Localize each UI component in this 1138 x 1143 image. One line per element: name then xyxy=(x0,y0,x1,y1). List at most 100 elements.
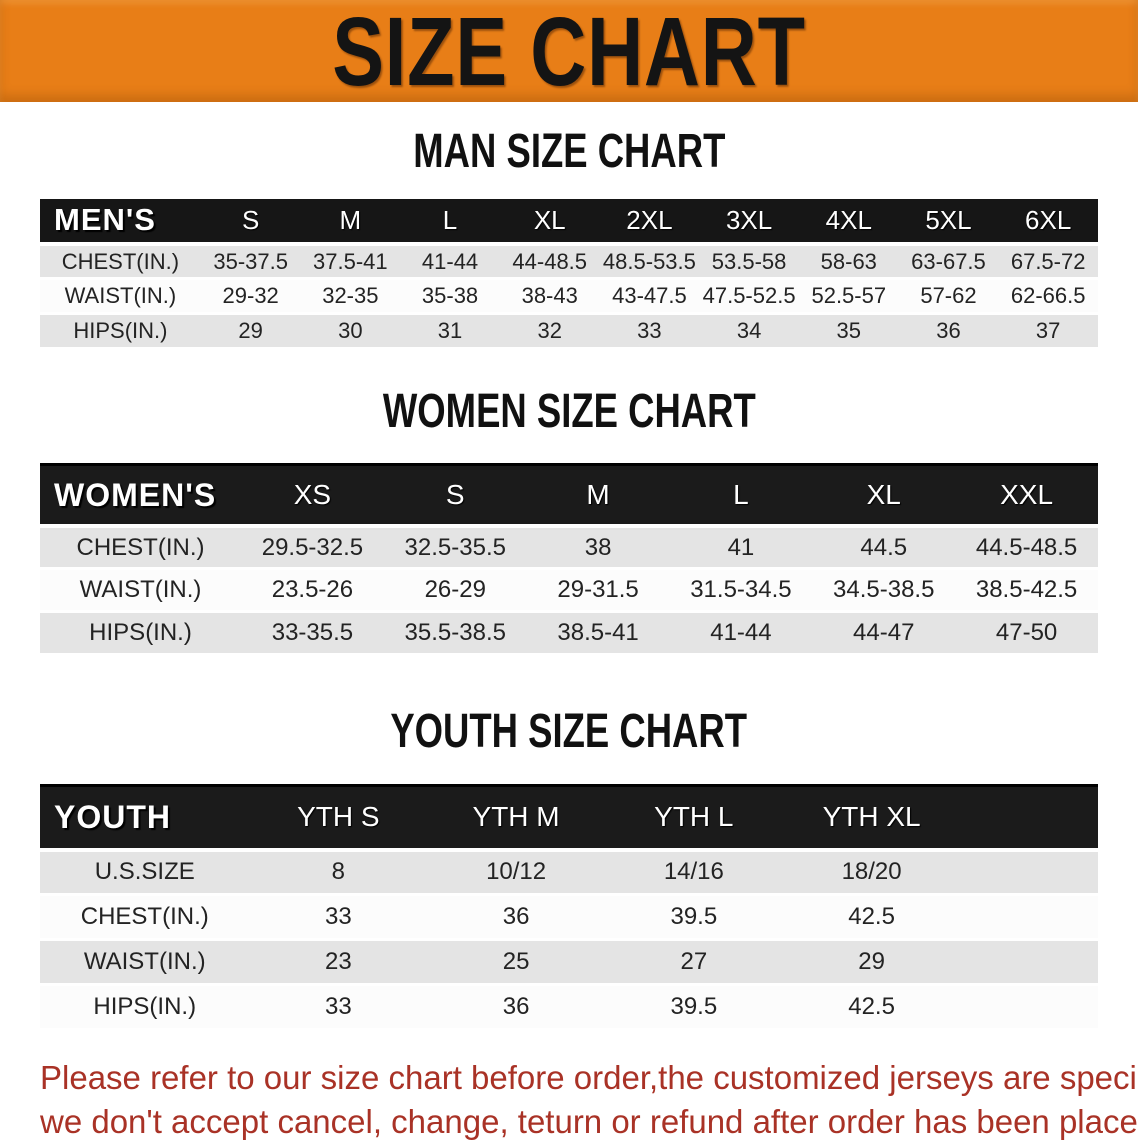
table-row: HIPS(IN.) 29 30 31 32 33 34 35 36 37 xyxy=(40,313,1098,349)
table-header-row: YOUTH YTH S YTH M YTH L YTH XL xyxy=(40,785,1098,850)
table-header-row: MEN'S S M L XL 2XL 3XL 4XL 5XL 6XL xyxy=(40,198,1098,244)
size-value-cell: 35.5-38.5 xyxy=(383,611,527,655)
size-column-header: YTH S xyxy=(249,785,428,850)
size-value-cell: 34 xyxy=(699,313,799,349)
size-column-header: XS xyxy=(241,464,384,526)
size-value-cell: 47.5-52.5 xyxy=(699,278,799,314)
row-label-cell: WAIST(IN.) xyxy=(40,939,250,985)
size-value-cell: 38-43 xyxy=(499,278,600,314)
size-value-cell: 26-29 xyxy=(383,568,527,612)
size-value-cell: 38 xyxy=(526,525,670,569)
size-value-cell: 32 xyxy=(499,313,600,349)
table-corner-label: MEN'S xyxy=(40,198,201,244)
row-label-cell: HIPS(IN.) xyxy=(40,313,201,349)
size-value-cell: 33 xyxy=(249,984,428,1030)
size-column-header: YTH M xyxy=(427,785,605,850)
row-label-cell: CHEST(IN.) xyxy=(40,525,242,569)
men-size-table: MEN'S S M L XL 2XL 3XL 4XL 5XL 6XL CHEST(IN.) 35-37… xyxy=(40,198,1098,351)
size-value-cell: 44-48.5 xyxy=(499,243,600,279)
size-value-cell: 10/12 xyxy=(427,849,605,895)
size-value-cell: 29.5-32.5 xyxy=(241,525,384,569)
size-column-header: S xyxy=(383,464,527,526)
women-section-heading-text: WOMEN SIZE CHART xyxy=(382,385,756,439)
size-value-cell: 37.5-41 xyxy=(300,243,401,279)
size-value-cell: 31 xyxy=(400,313,500,349)
size-value-cell: 58-63 xyxy=(798,243,899,279)
spacer-cell xyxy=(960,849,1098,895)
man-section-heading-text: MAN SIZE CHART xyxy=(412,125,726,178)
size-value-cell: 31.5-34.5 xyxy=(669,568,813,612)
women-section-heading: WOMEN SIZE CHART xyxy=(0,387,1138,437)
row-label-cell: CHEST(IN.) xyxy=(40,894,250,940)
row-label-cell: WAIST(IN.) xyxy=(40,568,242,612)
size-value-cell: 29 xyxy=(782,939,961,985)
man-section-heading: MAN SIZE CHART xyxy=(0,127,1138,177)
size-column-header: YTH L xyxy=(604,785,783,850)
row-label-cell: CHEST(IN.) xyxy=(40,243,201,279)
size-column-header: L xyxy=(669,464,813,526)
table-row: HIPS(IN.) 33-35.5 35.5-38.5 38.5-41 41-44 44-… xyxy=(40,611,1098,655)
size-column-header: M xyxy=(300,198,401,244)
size-value-cell: 32.5-35.5 xyxy=(383,525,527,569)
size-value-cell: 33 xyxy=(249,894,428,940)
size-value-cell: 25 xyxy=(427,939,605,985)
size-value-cell: 37 xyxy=(998,313,1098,349)
size-value-cell: 39.5 xyxy=(604,894,783,940)
row-label-cell: WAIST(IN.) xyxy=(40,278,201,314)
size-value-cell: 33 xyxy=(599,313,700,349)
women-size-table: WOMEN'S XS S M L XL XXL CHEST(IN.) 29.5-32.5 32.5… xyxy=(40,463,1098,656)
size-value-cell: 35-37.5 xyxy=(200,243,301,279)
size-value-cell: 41-44 xyxy=(669,611,813,655)
table-row: CHEST(IN.) 29.5-32.5 32.5-35.5 38 41 44.5 44.5… xyxy=(40,525,1098,569)
table-corner-label: YOUTH xyxy=(40,785,250,850)
size-value-cell: 36 xyxy=(898,313,999,349)
size-column-header: 4XL xyxy=(798,198,899,244)
size-column-header: XL xyxy=(812,464,956,526)
size-value-cell: 44.5-48.5 xyxy=(955,525,1098,569)
table-row: U.S.SIZE 8 10/12 14/16 18/20 xyxy=(40,849,1098,895)
size-value-cell: 27 xyxy=(604,939,783,985)
youth-size-table: YOUTH YTH S YTH M YTH L YTH XL U.S.SIZE 8 10/12… xyxy=(40,784,1098,1031)
size-value-cell: 35 xyxy=(798,313,899,349)
order-notice: Please refer to our size chart before or… xyxy=(40,1056,1138,1143)
row-label-cell: HIPS(IN.) xyxy=(40,611,242,655)
size-value-cell: 14/16 xyxy=(604,849,783,895)
size-value-cell: 8 xyxy=(249,849,428,895)
size-value-cell: 63-67.5 xyxy=(898,243,999,279)
order-notice-line: we don't accept cancel, change, teturn o… xyxy=(40,1102,1138,1140)
table-row: CHEST(IN.) 35-37.5 37.5-41 41-44 44-48.5 48.5… xyxy=(40,243,1098,279)
size-value-cell: 53.5-58 xyxy=(699,243,799,279)
size-value-cell: 47-50 xyxy=(955,611,1098,655)
size-value-cell: 42.5 xyxy=(782,894,961,940)
size-value-cell: 39.5 xyxy=(604,984,783,1030)
size-column-header: 5XL xyxy=(898,198,999,244)
row-label-cell: HIPS(IN.) xyxy=(40,984,250,1030)
table-row: WAIST(IN.) 23 25 27 29 xyxy=(40,939,1098,985)
size-column-header: 2XL xyxy=(599,198,700,244)
size-value-cell: 18/20 xyxy=(782,849,961,895)
size-value-cell: 23.5-26 xyxy=(241,568,384,612)
size-column-header: 6XL xyxy=(998,198,1098,244)
spacer-cell xyxy=(960,785,1098,850)
size-column-header: XXL xyxy=(955,464,1098,526)
size-value-cell: 36 xyxy=(427,894,605,940)
size-value-cell: 36 xyxy=(427,984,605,1030)
size-value-cell: 62-66.5 xyxy=(998,278,1098,314)
table-row: CHEST(IN.) 33 36 39.5 42.5 xyxy=(40,894,1098,940)
size-value-cell: 35-38 xyxy=(400,278,500,314)
size-value-cell: 67.5-72 xyxy=(998,243,1098,279)
table-row: HIPS(IN.) 33 36 39.5 42.5 xyxy=(40,984,1098,1030)
size-chart-banner: SIZE CHART xyxy=(0,0,1138,102)
order-notice-line: Please refer to our size chart before or… xyxy=(40,1059,1138,1097)
table-row: WAIST(IN.) 29-32 32-35 35-38 38-43 43-47.5 47.… xyxy=(40,278,1098,314)
size-value-cell: 52.5-57 xyxy=(798,278,899,314)
table-corner-label: WOMEN'S xyxy=(40,464,242,526)
size-value-cell: 57-62 xyxy=(898,278,999,314)
table-row: WAIST(IN.) 23.5-26 26-29 29-31.5 31.5-34.5 34… xyxy=(40,568,1098,612)
spacer-cell xyxy=(960,894,1098,940)
table-header-row: WOMEN'S XS S M L XL XXL xyxy=(40,464,1098,526)
size-value-cell: 38.5-42.5 xyxy=(955,568,1098,612)
size-value-cell: 29-31.5 xyxy=(526,568,670,612)
size-value-cell: 34.5-38.5 xyxy=(812,568,956,612)
size-value-cell: 44-47 xyxy=(812,611,956,655)
